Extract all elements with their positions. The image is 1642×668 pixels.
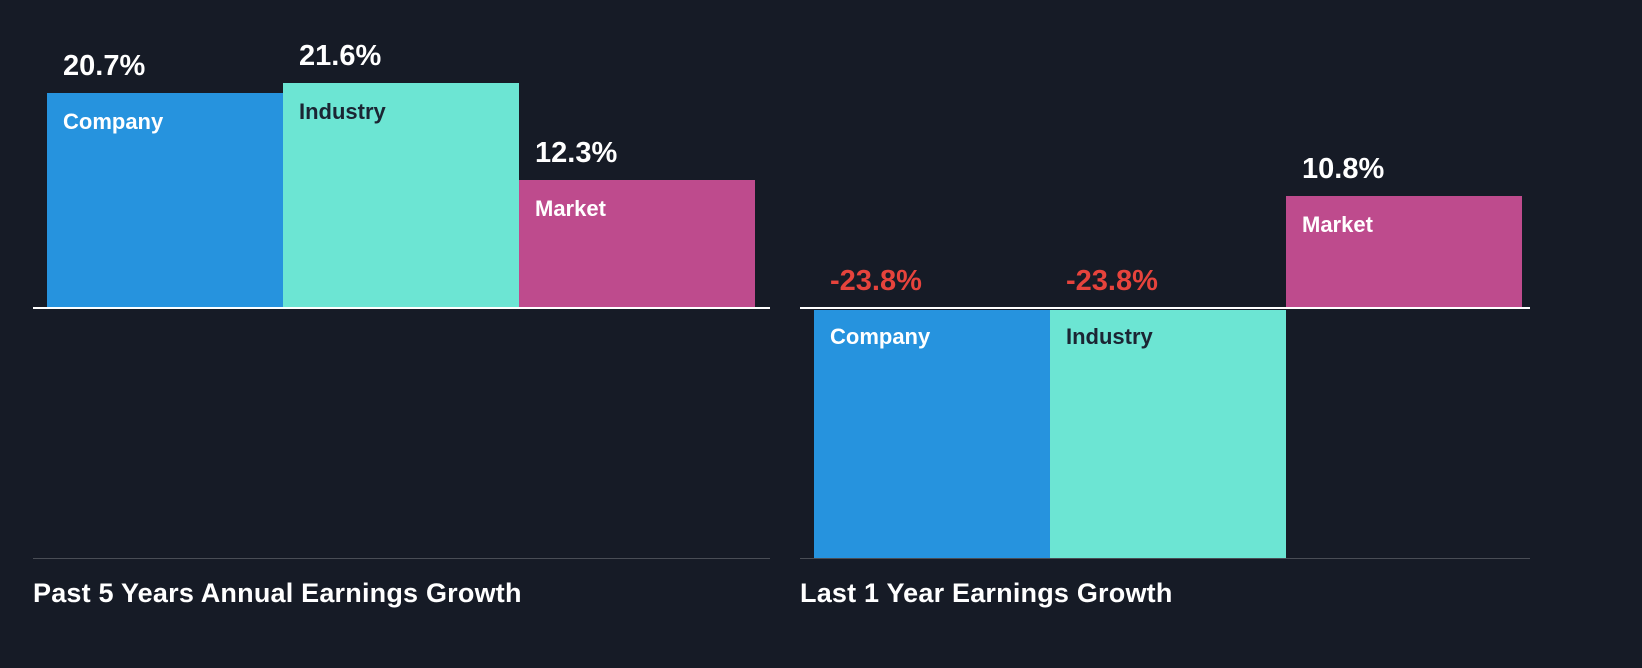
x-axis-line	[33, 307, 770, 309]
bar-market	[519, 180, 755, 308]
category-label-company: Company	[830, 324, 931, 349]
bar-industry	[1050, 310, 1286, 558]
chart-title: Last 1 Year Earnings Growth	[800, 578, 1173, 608]
value-label-company: -23.8%	[830, 265, 922, 297]
plot-area: -23.8% Company -23.8% Industry 10.8% Mar…	[800, 0, 1530, 559]
bar-industry	[283, 83, 519, 308]
bar-group-industry: -23.8% Industry	[1050, 0, 1286, 558]
value-label-market: 12.3%	[535, 137, 618, 170]
category-label-industry: Industry	[299, 99, 386, 125]
value-label-industry: 21.6%	[299, 40, 382, 73]
bar-group-company: -23.8% Company	[814, 0, 1050, 558]
bar-market	[1286, 195, 1522, 308]
category-label-industry: Industry	[1066, 324, 1153, 349]
bar-group-market: 10.8% Market	[1286, 0, 1522, 558]
bar-company	[814, 310, 1050, 558]
value-label-market: 10.8%	[1302, 152, 1385, 185]
bar-group-industry: 21.6% Industry	[283, 0, 519, 558]
category-label-market: Market	[1302, 211, 1373, 237]
category-label-company: Company	[63, 108, 164, 134]
chart-title: Past 5 Years Annual Earnings Growth	[33, 578, 522, 608]
value-label-company: 20.7%	[63, 49, 146, 82]
chart-past-5-years-earnings-growth: 20.7% Company 21.6% Industry 12.3% Marke…	[33, 0, 770, 668]
bar-group-company: 20.7% Company	[47, 0, 283, 558]
plot-area: 20.7% Company 21.6% Industry 12.3% Marke…	[33, 0, 770, 559]
category-label-market: Market	[535, 196, 606, 222]
bar-company	[47, 92, 283, 308]
bar-group-market: 12.3% Market	[519, 0, 755, 558]
chart-last-1-year-earnings-growth: -23.8% Company -23.8% Industry 10.8% Mar…	[800, 0, 1530, 668]
x-axis-line	[800, 307, 1530, 309]
value-label-industry: -23.8%	[1066, 265, 1158, 297]
